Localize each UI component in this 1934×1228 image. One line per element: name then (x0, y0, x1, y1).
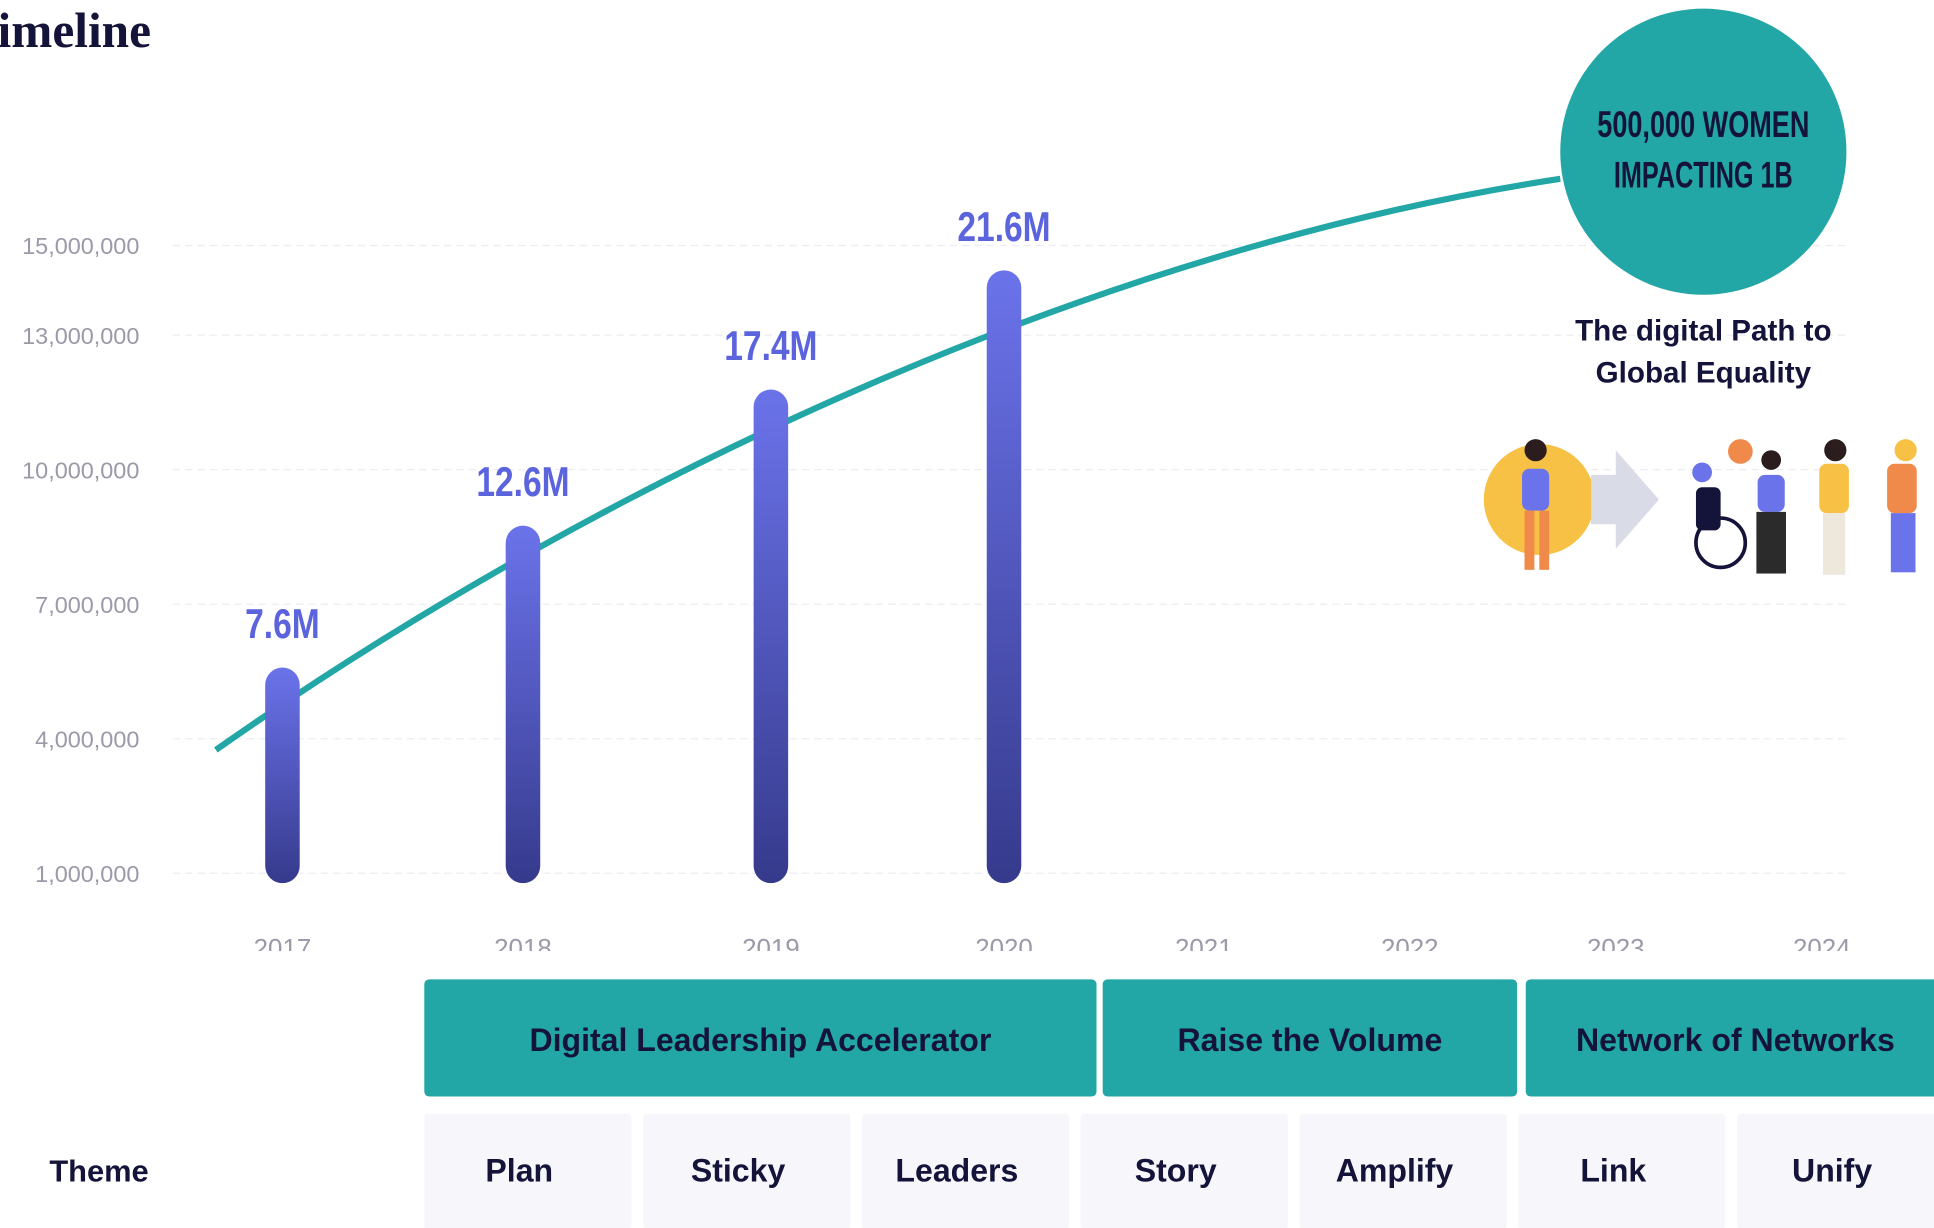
y-tick-label: 4,000,000 (35, 726, 139, 752)
x-tick-label: 2021 (1175, 935, 1233, 963)
y-tick-label: 15,000,000 (22, 233, 139, 259)
caption: Global Equality (1596, 356, 1812, 389)
illustration (1484, 439, 1917, 575)
goal-text: 500,000 WOMEN (1597, 104, 1809, 145)
page-title: imeline (0, 3, 151, 58)
x-tick-label: 2020 (975, 935, 1033, 963)
x-tick-label: 2017 (254, 935, 312, 963)
bar (754, 390, 789, 884)
y-tick-label: 10,000,000 (22, 457, 139, 483)
page: {"header": {"title": "imeline"}, "chart_… (0, 0, 1934, 1228)
x-tick-label: 2018 (494, 935, 552, 963)
bar (987, 270, 1022, 883)
x-tick-label: 2024 (1793, 935, 1851, 963)
goal-circle (1560, 9, 1846, 295)
theme-label: Theme (49, 1154, 148, 1189)
x-tick-label: 2019 (742, 935, 800, 963)
bar-value-label: 21.6M (957, 204, 1050, 250)
y-tick-label: 1,000,000 (35, 861, 139, 887)
program-label: Raise the Volume (1178, 1022, 1443, 1058)
theme-item: Link (1580, 1153, 1646, 1189)
bar-value-label: 17.4M (724, 323, 817, 369)
program-label: Network of Networks (1576, 1022, 1895, 1058)
theme-item: Plan (485, 1153, 553, 1189)
x-tick-label: 2023 (1587, 935, 1645, 963)
theme-item: Story (1135, 1153, 1217, 1189)
goal-text: IMPACTING 1B (1614, 154, 1793, 195)
theme-item: Leaders (895, 1153, 1018, 1189)
x-tick-label: 2022 (1381, 935, 1439, 963)
bar (265, 668, 300, 884)
y-tick-label: 13,000,000 (22, 323, 139, 349)
theme-item: Unify (1792, 1153, 1872, 1189)
trend-curve (216, 179, 1560, 750)
theme-item: Sticky (691, 1153, 786, 1189)
program-label: Digital Leadership Accelerator (529, 1022, 991, 1058)
bar-value-label: 7.6M (245, 601, 320, 647)
bar (506, 526, 541, 883)
timeline-page: imeline 1,000,000 4,000,000 7,000,000 10,00… (0, 0, 1934, 1228)
y-tick-label: 7,000,000 (35, 592, 139, 618)
bar-value-label: 12.6M (476, 460, 569, 506)
theme-item: Amplify (1336, 1153, 1454, 1189)
caption: The digital Path to (1575, 314, 1831, 347)
